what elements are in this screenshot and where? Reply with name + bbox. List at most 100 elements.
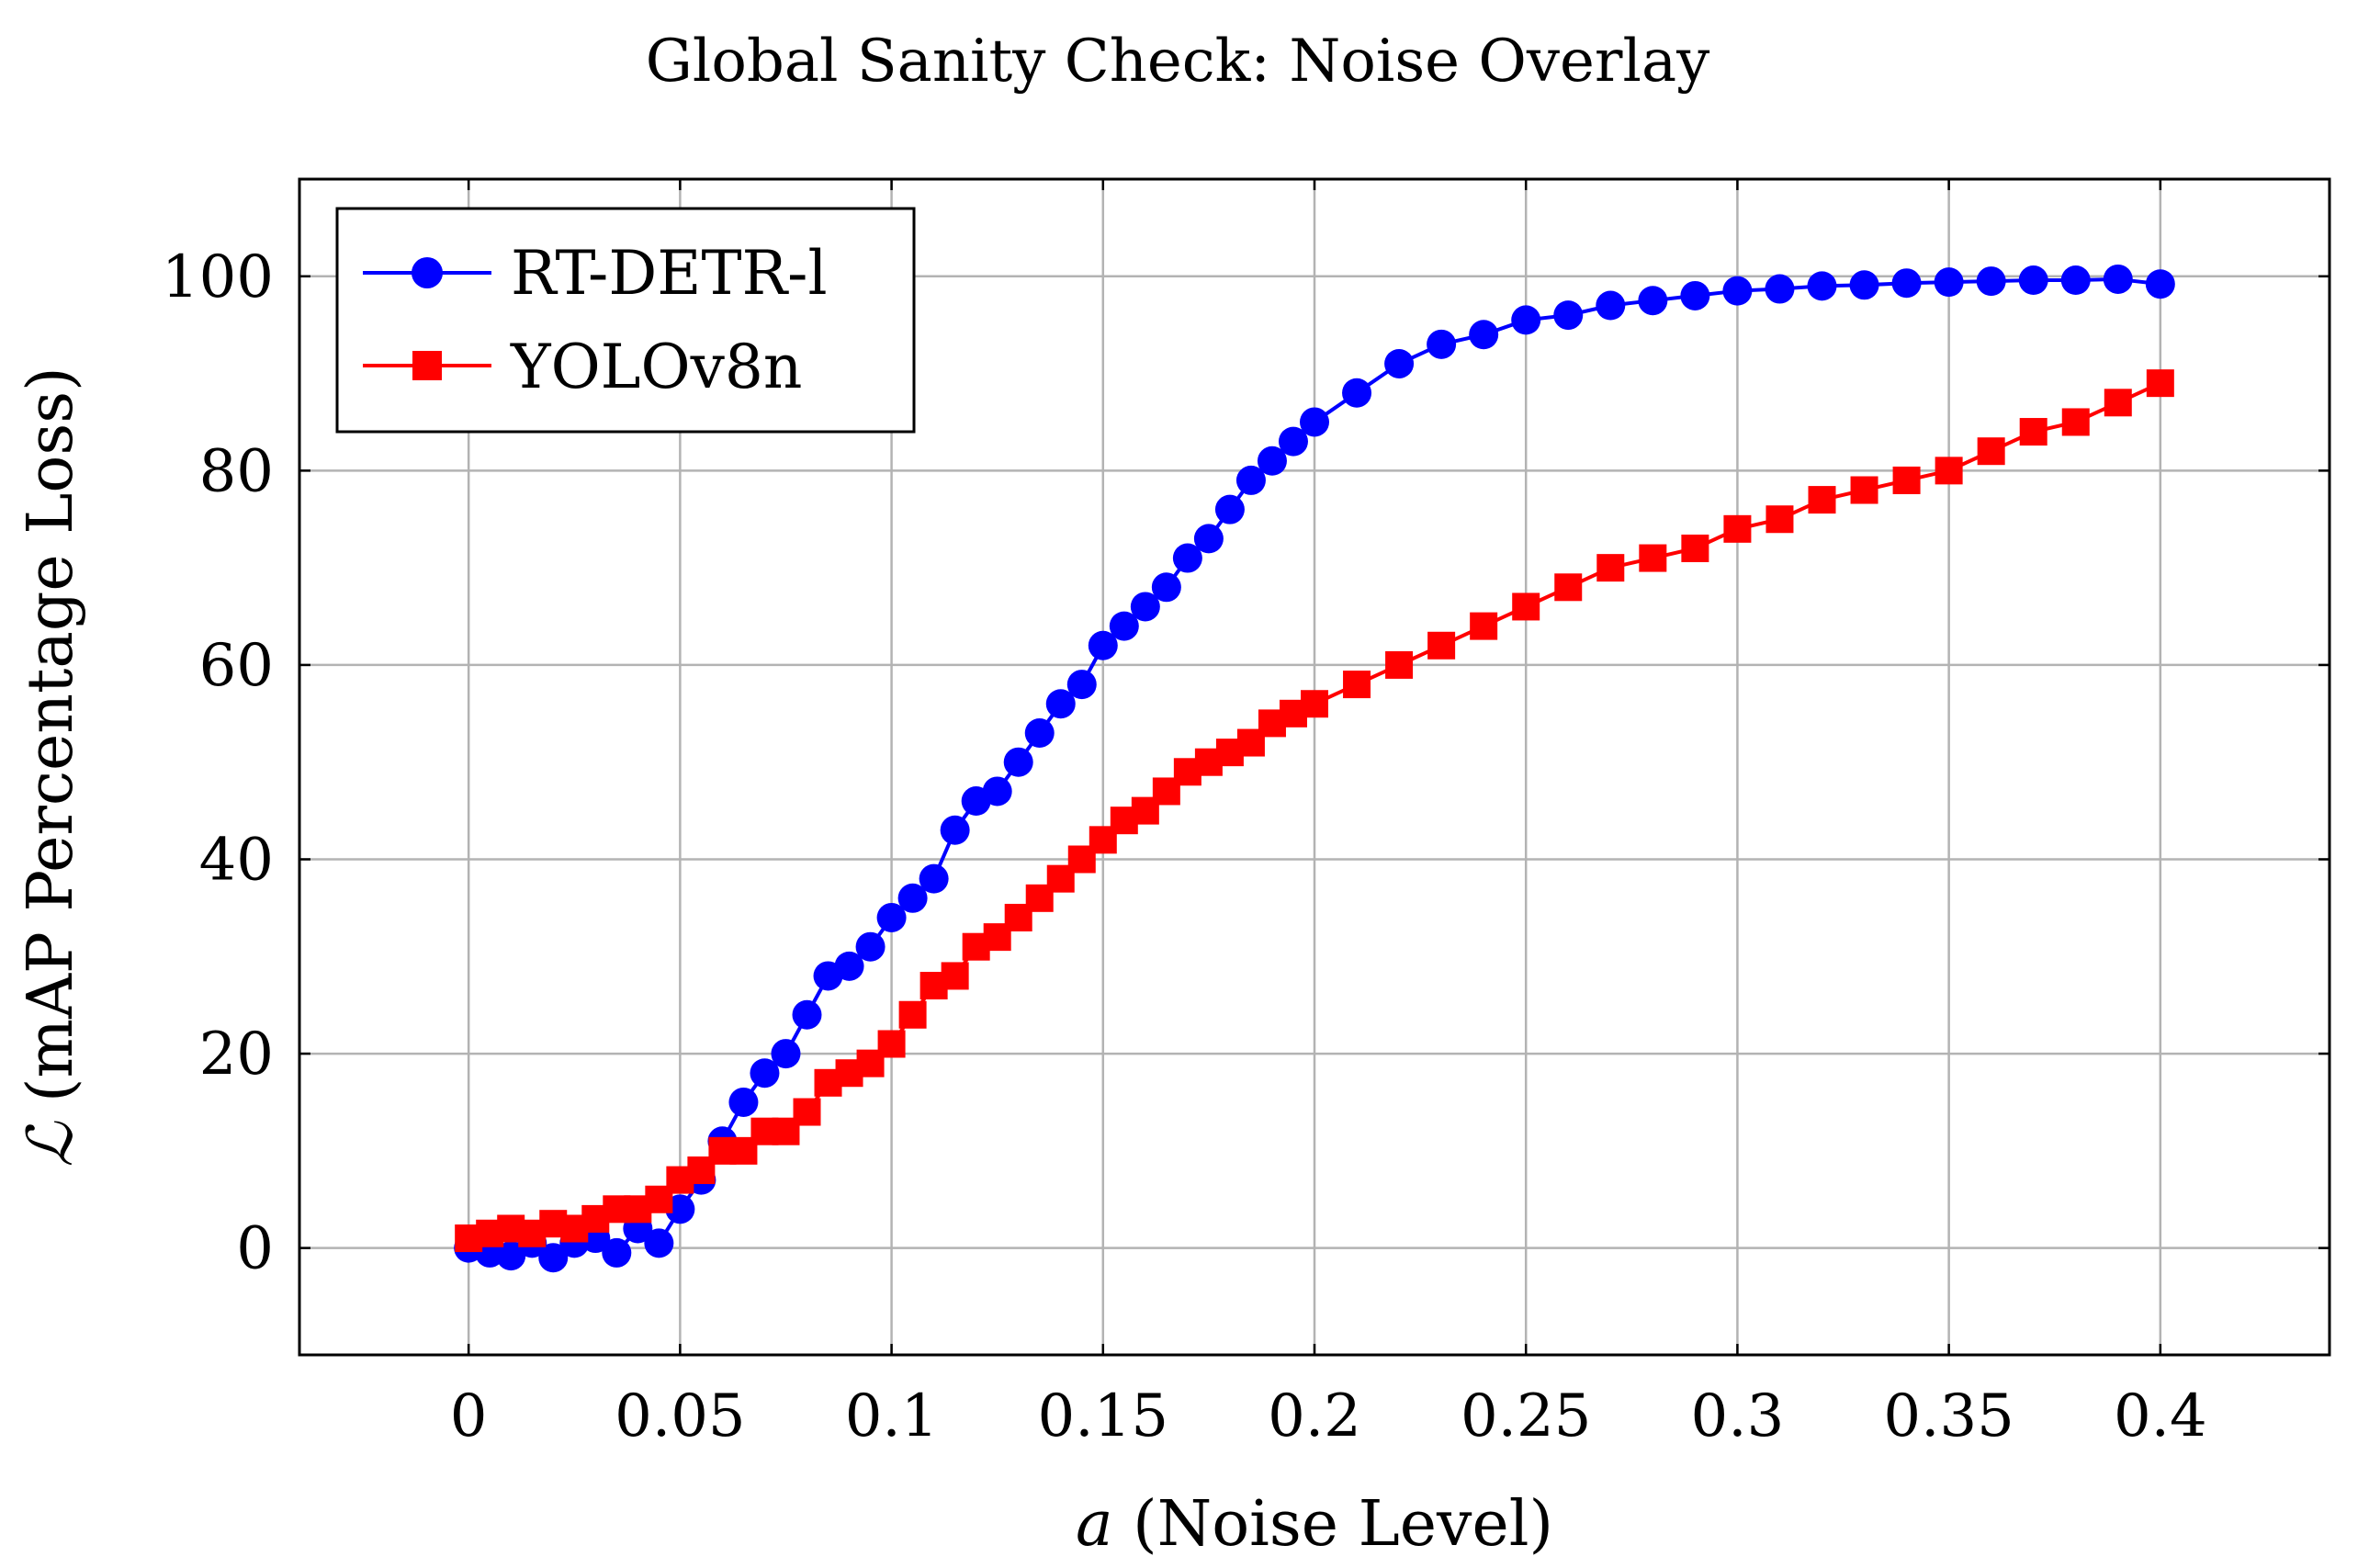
data-point-yolov8n: [1554, 573, 1583, 602]
data-point-rt-detr-l: [1130, 592, 1160, 622]
data-point-rt-detr-l: [2103, 264, 2133, 294]
chart-title: Global Sanity Check: Noise Overlay: [646, 28, 1710, 96]
x-axis-label: a (Noise Level): [1076, 1488, 1553, 1561]
data-point-rt-detr-l: [2018, 265, 2048, 296]
data-point-yolov8n: [1850, 476, 1878, 504]
data-point-yolov8n: [1343, 671, 1371, 699]
grid-lines: [299, 179, 2330, 1355]
data-point-rt-detr-l: [834, 951, 864, 981]
data-point-rt-detr-l: [1976, 266, 2006, 297]
y-axis-variable: ℒ: [15, 1121, 87, 1168]
data-point-rt-detr-l: [1384, 348, 1415, 378]
x-tick-label: 0.35: [1883, 1382, 2014, 1450]
data-point-yolov8n: [2019, 418, 2047, 446]
data-point-yolov8n: [1808, 486, 1836, 514]
data-point-rt-detr-l: [919, 863, 949, 894]
data-point-yolov8n: [1385, 650, 1414, 679]
data-point-yolov8n: [1470, 612, 1498, 640]
data-point-rt-detr-l: [855, 931, 886, 962]
x-tick-label: 0.15: [1038, 1382, 1169, 1450]
data-point-rt-detr-l: [1214, 494, 1245, 525]
y-tick-label: 80: [199, 437, 274, 505]
x-tick-label: 0.3: [1691, 1382, 1785, 1450]
data-point-rt-detr-l: [1680, 280, 1710, 310]
data-point-rt-detr-l: [644, 1228, 674, 1258]
data-point-rt-detr-l: [792, 999, 822, 1030]
data-point-rt-detr-l: [1342, 378, 1372, 408]
data-point-rt-detr-l: [1638, 286, 1668, 316]
data-point-rt-detr-l: [602, 1237, 632, 1268]
data-point-yolov8n: [1935, 457, 1963, 485]
legend-marker-rt-detr: [412, 257, 443, 288]
data-point-yolov8n: [1596, 554, 1625, 582]
data-point-rt-detr-l: [1024, 717, 1055, 748]
data-point-yolov8n: [898, 1000, 927, 1029]
data-point-yolov8n: [1427, 631, 1456, 660]
legend-box: [335, 207, 916, 434]
data-point-rt-detr-l: [1109, 611, 1139, 641]
data-point-rt-detr-l: [1807, 271, 1837, 301]
data-point-rt-detr-l: [897, 883, 928, 913]
y-axis-label-text: (mAP Percentage Loss): [15, 367, 87, 1122]
data-point-yolov8n: [1301, 690, 1328, 718]
legend-marker-yolov8n: [412, 351, 442, 380]
data-point-rt-detr-l: [1891, 268, 1922, 299]
x-axis-variable: a: [1076, 1488, 1113, 1561]
data-point-rt-detr-l: [2060, 265, 2091, 296]
data-point-rt-detr-l: [1045, 689, 1076, 719]
series-layer: [454, 264, 2175, 1273]
data-point-rt-detr-l: [1003, 747, 1033, 777]
data-point-rt-detr-l: [1278, 426, 1308, 457]
x-tick-label: 0.4: [2114, 1382, 2207, 1450]
data-point-yolov8n: [1723, 514, 1752, 543]
data-point-yolov8n: [1512, 592, 1540, 621]
data-point-yolov8n: [793, 1098, 821, 1126]
legend: RT-DETR-l YOLOv8n: [335, 207, 916, 434]
data-point-rt-detr-l: [876, 902, 907, 932]
axis-ticks: 0 0.05 0.1 0.15 0.2 0.25 0.3 0.35 0.4 0 20 40 60 80 10…: [162, 179, 2330, 1450]
data-point-rt-detr-l: [1722, 276, 1753, 306]
data-point-rt-detr-l: [1235, 465, 1266, 495]
data-point-rt-detr-l: [940, 815, 970, 845]
legend-label-rt-detr: RT-DETR-l: [511, 238, 828, 309]
data-point-rt-detr-l: [538, 1243, 569, 1273]
y-tick-label: 100: [162, 243, 274, 311]
data-point-yolov8n: [941, 962, 969, 990]
data-point-rt-detr-l: [1172, 543, 1202, 573]
data-point-yolov8n: [1765, 505, 1794, 534]
data-point-rt-detr-l: [1088, 630, 1118, 660]
data-point-yolov8n: [877, 1030, 906, 1058]
data-point-yolov8n: [1977, 437, 2005, 466]
x-tick-label: 0.05: [615, 1382, 746, 1450]
data-point-rt-detr-l: [1469, 320, 1499, 350]
data-point-rt-detr-l: [1193, 524, 1224, 554]
data-point-yolov8n: [2146, 369, 2174, 398]
data-point-rt-detr-l: [1596, 290, 1626, 321]
data-point-yolov8n: [1639, 544, 1667, 572]
data-point-rt-detr-l: [1765, 274, 1795, 304]
y-tick-label: 0: [236, 1215, 274, 1283]
x-tick-label: 0.1: [845, 1382, 939, 1450]
data-point-rt-detr-l: [771, 1039, 801, 1069]
data-point-rt-detr-l: [1066, 670, 1097, 700]
data-point-rt-detr-l: [728, 1087, 759, 1117]
y-tick-label: 20: [199, 1021, 274, 1089]
data-point-yolov8n: [1681, 534, 1709, 562]
x-tick-label: 0.2: [1268, 1382, 1361, 1450]
data-point-rt-detr-l: [750, 1058, 780, 1089]
data-point-rt-detr-l: [496, 1241, 526, 1271]
legend-label-yolov8n: YOLOv8n: [510, 332, 802, 402]
x-axis-label-text: (Noise Level): [1113, 1488, 1553, 1561]
data-point-rt-detr-l: [1553, 300, 1584, 331]
y-tick-label: 40: [199, 826, 274, 894]
data-point-rt-detr-l: [1511, 305, 1541, 335]
y-tick-label: 60: [199, 632, 274, 700]
data-point-rt-detr-l: [1300, 407, 1329, 437]
x-tick-label: 0.25: [1461, 1382, 1592, 1450]
data-point-rt-detr-l: [1934, 267, 1964, 298]
data-point-yolov8n: [2061, 408, 2090, 436]
y-axis-label: ℒ (mAP Percentage Loss): [15, 367, 87, 1167]
data-point-rt-detr-l: [1257, 446, 1287, 476]
data-point-rt-detr-l: [1151, 572, 1181, 603]
data-point-yolov8n: [2104, 389, 2132, 417]
